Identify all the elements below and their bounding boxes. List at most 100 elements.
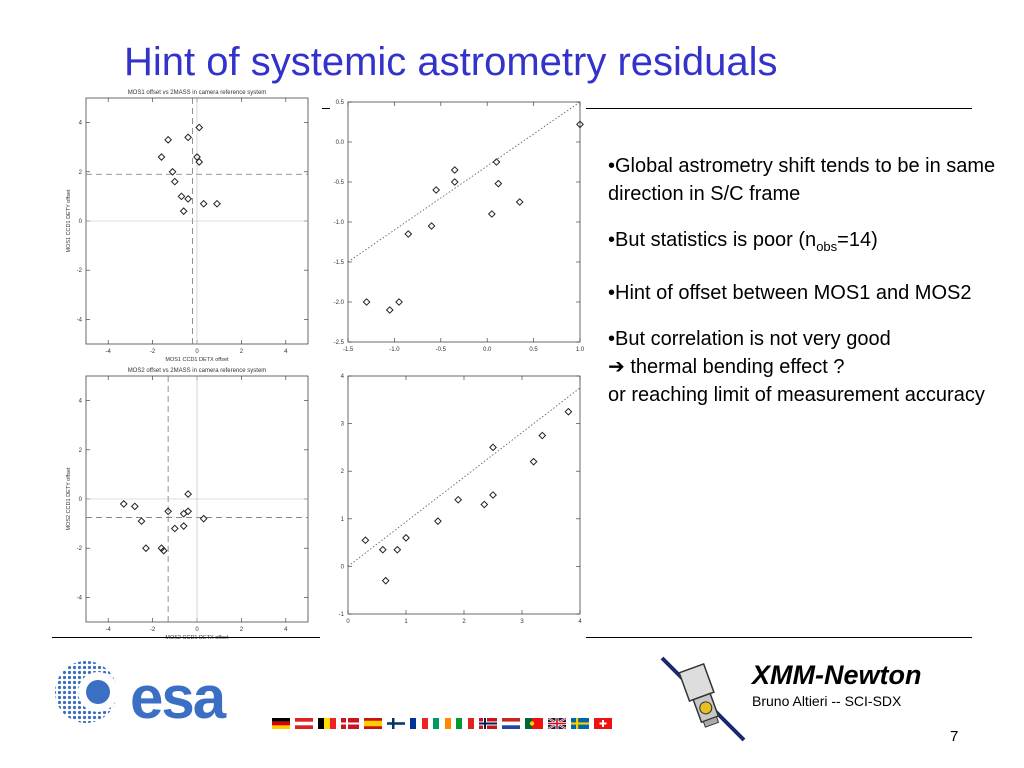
- y-tick-label: 4: [341, 374, 345, 380]
- x-tick-label: 0: [195, 349, 199, 355]
- plot-frame: [347, 375, 581, 615]
- bullet-correlation-line3: or reaching limit of measurement accurac…: [608, 384, 985, 406]
- bullet-list: •Global astrometry shift tends to be in …: [608, 152, 1003, 427]
- y-tick-label: 0.0: [336, 140, 345, 146]
- y-axis-label: MOS1 CCD1 DETY offset: [66, 189, 72, 253]
- bullet-correlation-line1: •But correlation is not very good: [608, 328, 891, 350]
- switzerland-flag-icon: [594, 718, 612, 729]
- data-point: [179, 522, 188, 530]
- y-tick-label: 0: [341, 564, 345, 570]
- x-tick-label: 4: [284, 349, 288, 355]
- fit-line: [347, 101, 581, 263]
- x-tick-label: 2: [240, 627, 244, 633]
- uk-flag-icon: [548, 718, 566, 729]
- bullet-offset: •Hint of offset between MOS1 and MOS2: [608, 282, 972, 304]
- x-tick-label: 0.0: [483, 347, 492, 353]
- mos1-fit-chart: -1.5 -1.0 -0.5 0.0 0.5 1.0 -2.5 -2.0 -1.5 -1.0 -0.…: [334, 100, 585, 353]
- y-tick-label: 3: [341, 422, 345, 428]
- data-point: [402, 533, 410, 542]
- y-tick-label: 2: [79, 448, 83, 454]
- y-tick-label: -1.5: [334, 260, 345, 266]
- y-axis-label: MOS2 CCD1 DETY offset: [66, 467, 72, 531]
- data-point: [576, 120, 584, 129]
- y-tick-label: -2.0: [334, 300, 345, 306]
- y-tick-label: -2.5: [334, 340, 345, 346]
- mos2-scatter-chart: -4 -2 0 2 4 -4 -2 0 2 4 MOS2 offset vs 2MASS in ca…: [66, 368, 309, 641]
- x-tick-label: -2: [150, 349, 156, 355]
- satellite-icon: [660, 656, 746, 742]
- fit-line: [347, 387, 581, 567]
- x-tick-label: -1.0: [389, 347, 400, 353]
- divider-top: [586, 108, 972, 109]
- chart-title: MOS2 offset vs 2MASS in camera reference…: [128, 368, 267, 374]
- x-tick-label: -4: [106, 349, 112, 355]
- data-point: [395, 298, 403, 306]
- x-tick-label: 3: [520, 619, 524, 625]
- y-tick-label: -1: [339, 612, 345, 618]
- bullet-global-shift: •Global astrometry shift tends to be in …: [608, 155, 996, 205]
- data-point: [529, 457, 538, 466]
- x-tick-label: 0.5: [529, 347, 538, 353]
- data-point: [137, 517, 146, 526]
- mission-name: XMM-Newton: [752, 660, 922, 690]
- data-point: [184, 133, 193, 142]
- data-point: [213, 199, 221, 208]
- data-point: [164, 135, 173, 144]
- mos1-scatter-chart: -4 -2 0 2 4 -4 -2 0 2 4 MOS1 offset vs 2MASS in ca…: [66, 90, 309, 363]
- footer-brand: XMM-Newton Bruno Altieri -- SCI-SDX: [752, 660, 921, 709]
- x-tick-label: 1: [404, 619, 408, 625]
- data-point: [170, 524, 179, 533]
- sweden-flag-icon: [571, 718, 589, 729]
- data-point: [489, 491, 497, 499]
- data-point: [130, 502, 139, 511]
- data-point: [177, 192, 186, 201]
- norway-flag-icon: [479, 718, 497, 729]
- data-point: [184, 490, 193, 498]
- x-tick-label: -1.5: [343, 347, 354, 353]
- y-tick-label: -2: [77, 268, 83, 274]
- slide-title: Hint of systemic astrometry residuals: [124, 40, 778, 84]
- data-point: [450, 166, 459, 174]
- data-point: [564, 407, 573, 416]
- netherlands-flag-icon: [502, 718, 520, 729]
- data-point: [538, 431, 547, 440]
- x-tick-label: -4: [106, 627, 112, 633]
- data-point: [432, 186, 441, 194]
- author-name: Bruno Altieri -- SCI-SDX: [752, 693, 902, 709]
- mos2-fit-plot: 0 1 2 3 4 -1 0 1 2 3 4: [322, 368, 586, 632]
- data-point: [179, 509, 188, 518]
- bullet-correlation-line2: thermal bending effect ?: [624, 356, 845, 378]
- mos2-scatter-plot: -4 -2 0 2 4 -4 -2 0 2 4 MOS2 offset vs 2MASS in ca…: [52, 366, 320, 642]
- y-tick-label: -0.5: [334, 180, 345, 186]
- belgium-flag-icon: [318, 718, 336, 729]
- y-tick-label: 4: [79, 121, 83, 127]
- bullet-statistics-post: =14): [837, 229, 878, 251]
- chart-title: MOS1 offset vs 2MASS in camera reference…: [128, 90, 267, 96]
- denmark-flag-icon: [341, 718, 359, 729]
- data-point: [159, 546, 168, 555]
- data-point: [157, 153, 166, 161]
- page-number: 7: [950, 728, 959, 745]
- data-point: [404, 230, 413, 238]
- spain-flag-icon: [364, 718, 382, 729]
- data-point: [362, 298, 371, 306]
- data-point: [393, 545, 402, 554]
- data-point: [195, 123, 204, 132]
- y-tick-label: -4: [77, 595, 83, 601]
- france-flag-icon: [410, 718, 428, 729]
- x-tick-label: 1.0: [576, 347, 585, 353]
- divider-bottom-right: [586, 637, 972, 638]
- esa-logo: esa: [52, 660, 272, 731]
- data-point: [385, 306, 394, 314]
- y-tick-label: 0: [79, 497, 83, 503]
- y-tick-label: 1: [341, 517, 345, 523]
- data-point: [168, 167, 177, 176]
- data-point: [157, 544, 166, 553]
- esa-logo-icon: esa: [55, 661, 229, 731]
- y-tick-label: 2: [341, 469, 345, 475]
- y-tick-label: -1.0: [334, 220, 345, 226]
- data-point: [427, 222, 436, 230]
- data-point: [494, 179, 503, 188]
- y-tick-label: 0: [79, 219, 83, 225]
- y-tick-label: 0.5: [336, 100, 345, 106]
